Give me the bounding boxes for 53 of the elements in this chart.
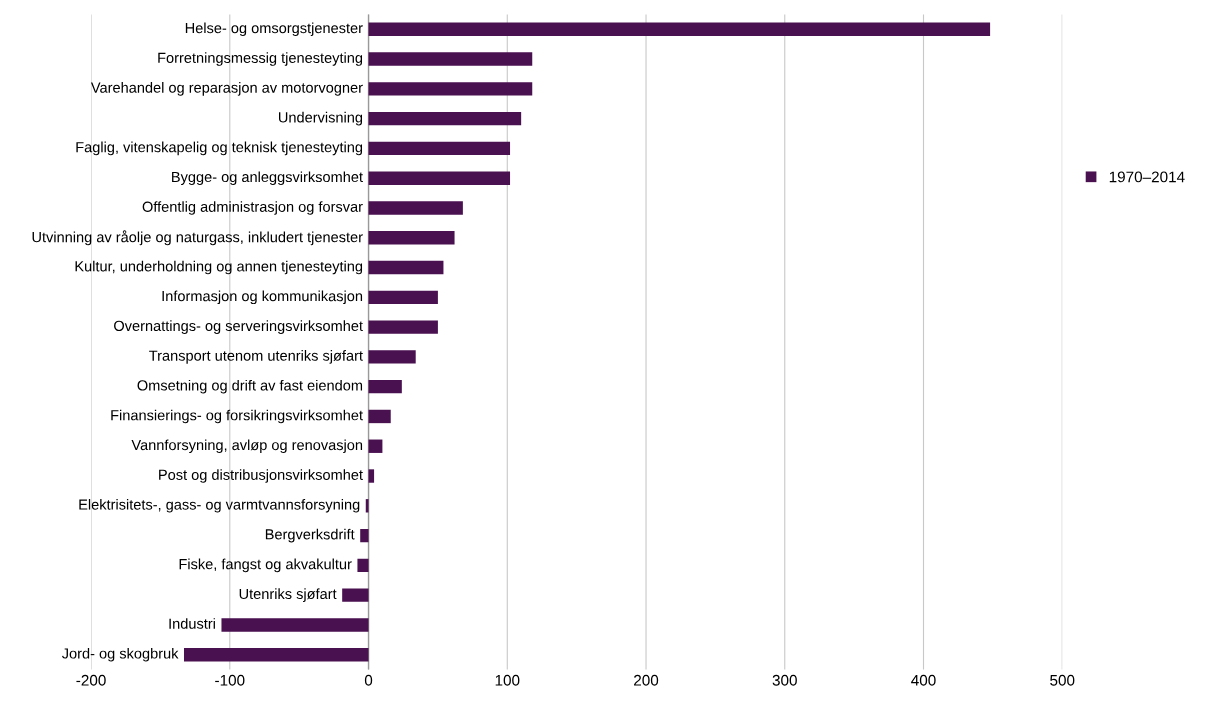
bar [368,320,438,334]
y-tick-label: Overnattings- og serveringsvirksomhet [114,320,363,334]
bar [342,588,369,602]
x-tick-label: -200 [76,674,106,686]
bar [184,648,369,662]
y-tick-label: Utenriks sjøfart [239,588,337,602]
y-tick-label: Jord- og skogbruk [61,647,179,662]
bar [368,350,416,364]
bar [360,528,369,543]
legend-label: 1970–2014 [1109,171,1185,183]
y-tick-label: Omsetning og drift av fast eiendom [137,379,363,394]
y-tick-label: Undervisning [279,111,363,126]
y-tick-label: Kultur, underholdning og annen tjenesteyting [75,260,363,275]
y-tick-label: Post og distribusjonsvirksomhet [159,469,363,483]
y-tick-label: Bygge- og anleggsvirksomhet [172,171,363,185]
x-tick-label: 100 [495,674,520,686]
y-tick-label: Forretningsmessig tjenesteyting [158,52,363,66]
bar [368,260,444,275]
x-tick-label: 500 [1050,674,1075,686]
bar [368,231,455,245]
bar [221,618,369,632]
bar [368,171,511,185]
x-tick-label: 300 [772,674,797,686]
y-tick-label: Transport utenom utenriks sjøfart [149,350,363,364]
y-tick-label: Helse- og omsorgstjenester [185,22,363,37]
bar [365,499,369,513]
y-tick-label: Varehandel og reparasjon av motorvogner [90,82,363,96]
x-tick-label: 200 [634,674,659,686]
bar [368,201,463,215]
bar [368,409,391,424]
y-tick-label: Vannforsyning, avløp og renovasjon [131,439,363,454]
y-tick-label: Utvinning av råolje og naturgass, inkludert tjenester [32,230,363,246]
x-tick-label: 400 [911,674,936,686]
y-tick-label: Offentlig administrasjon og forsvar [142,201,363,215]
y-tick-label: Informasjon og kommunikasjon [162,290,363,305]
x-tick-label: 0 [364,674,373,686]
y-tick-label: Bergverksdrift [265,528,355,543]
x-tick-label: -100 [215,674,245,686]
y-tick-label: Industri [169,618,215,629]
bar [368,82,533,96]
bar [368,22,991,36]
bar [368,379,402,394]
bar [368,141,511,156]
y-tick-label: Finansierings- og forsikringsvirksomhet [111,409,363,424]
y-tick-label: Fiske, fangst og akvakultur [179,558,352,573]
bar [368,111,522,126]
bar [368,469,375,483]
bar [368,439,383,453]
y-tick-label: Elektrisitets-, gass- og varmtvannsforsyning [79,499,360,513]
y-tick-label: Faglig, vitenskapelig og teknisk tjenesteyting [76,141,363,156]
bar [368,290,438,305]
bar [357,558,369,573]
bar [368,52,533,66]
